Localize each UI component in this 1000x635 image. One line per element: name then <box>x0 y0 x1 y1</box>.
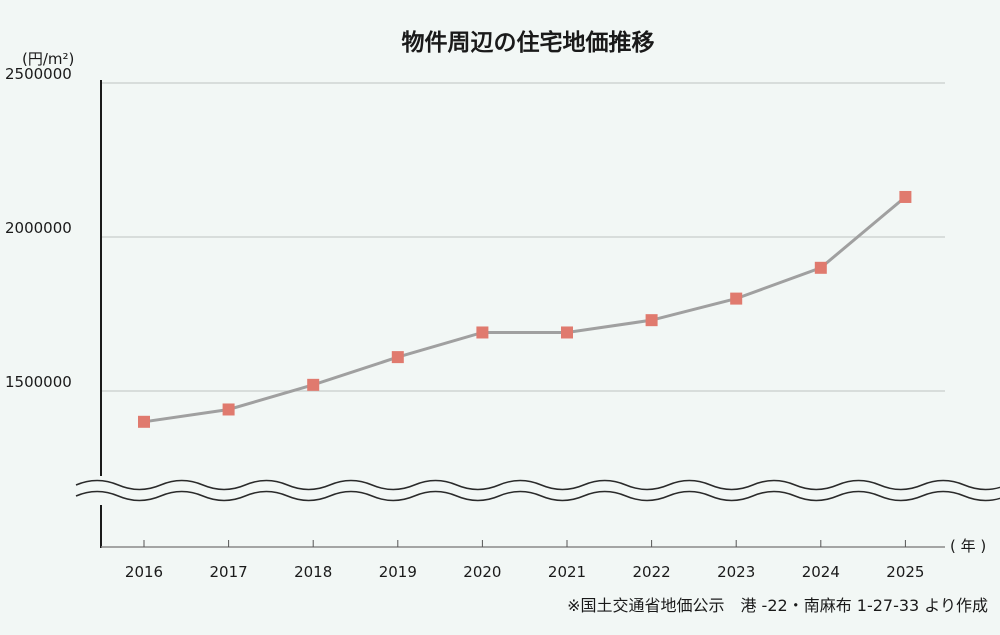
data-point-2019 <box>391 351 404 364</box>
series-land-price <box>138 190 912 428</box>
data-point-2022 <box>645 314 658 327</box>
x-tick-label: 2024 <box>802 563 840 581</box>
chart-title: 物件周辺の住宅地価推移 <box>402 29 655 56</box>
x-tick-label: 2019 <box>379 563 417 581</box>
x-tick-label: 2025 <box>886 563 924 581</box>
data-point-2021 <box>561 326 573 339</box>
data-point-2018 <box>307 378 320 391</box>
data-point-2025 <box>899 190 912 203</box>
data-point-2024 <box>814 261 827 274</box>
data-point-2020 <box>476 326 489 339</box>
gridlines <box>101 82 945 392</box>
x-tick-label: 2023 <box>717 563 755 581</box>
x-axis-unit-label: ( 年 ) <box>950 537 986 555</box>
y-tick-label: 2500000 <box>5 65 72 83</box>
x-tick-label: 2018 <box>294 563 332 581</box>
data-point-2016 <box>138 415 150 428</box>
axis-break-symbol <box>75 476 1000 505</box>
x-tick-label: 2016 <box>125 563 163 581</box>
y-axis-unit-label: (円/m²) <box>22 50 74 68</box>
y-tick-label: 1500000 <box>5 373 72 391</box>
data-point-2017 <box>222 403 235 416</box>
y-tick-label: 2000000 <box>5 219 72 237</box>
x-tick-label: 2020 <box>463 563 501 581</box>
source-note: ※国土交通省地価公示 港 -22・南麻布 1-27-33 より作成 <box>567 596 988 615</box>
x-tick-label: 2021 <box>548 563 586 581</box>
data-point-2023 <box>730 292 743 305</box>
x-tick-label: 2017 <box>210 563 248 581</box>
y-tick-labels: 1500000 2000000 2500000 <box>5 65 72 391</box>
series-line <box>143 195 907 424</box>
x-tick-label: 2022 <box>633 563 671 581</box>
x-ticks: 2016 2017 2018 2019 2020 2021 2022 2023 2024 2025 <box>125 540 924 581</box>
